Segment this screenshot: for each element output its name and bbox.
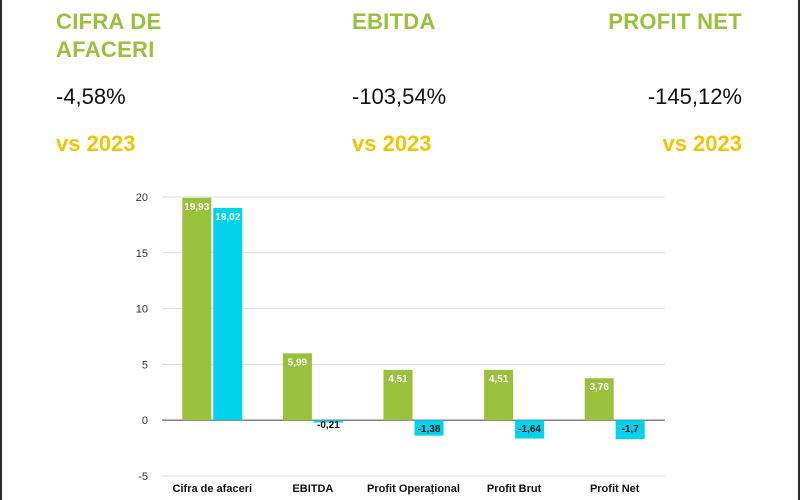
data-label: 4,51 [388,374,408,385]
y-tick-label: 15 [136,248,148,260]
y-tick-label: 10 [136,304,148,316]
data-label: 19,93 [184,202,209,213]
kpi-revenue-comparison: vs 2023 [56,131,136,156]
data-label: 19,02 [215,212,240,223]
left-border [0,0,2,500]
bar-green [484,369,514,421]
kpi-revenue-title: CIFRA DE AFACERI [56,8,161,64]
bar-cyan [313,420,343,423]
x-tick-label: Profit Net [590,483,640,495]
kpi-revenue-title-line1: CIFRA DE [56,9,162,34]
kpi-net-profit-value: -145,12% [647,84,742,109]
bar-green [182,197,212,421]
x-tick-label: Profit Brut [487,483,542,495]
kpi-revenue: CIFRA DE AFACERI -4,58% vs 2023 [0,0,800,160]
data-label: -0,21 [317,420,340,431]
bar-green [584,378,614,421]
kpi-ebitda-comparison: vs 2023 [352,131,432,156]
bar-cyan [515,420,545,439]
data-label: -1,7 [622,424,640,435]
data-label: 3,76 [589,382,609,393]
kpi-net-profit: PROFIT NET -145,12% vs 2023 [0,0,800,160]
y-tick-label: 0 [142,415,148,427]
x-tick-label: Profit Operațional [367,483,460,495]
data-label: 5,99 [288,357,308,368]
bar-cyan [213,207,243,421]
data-label: -1,64 [518,424,541,435]
kpi-net-profit-comparison: vs 2023 [662,131,742,156]
bar-green [383,369,413,421]
kpi-revenue-value: -4,58% [56,84,126,109]
bar-cyan [615,420,645,440]
y-tick-label: 20 [136,192,148,204]
x-tick-label: EBITDA [292,483,333,495]
kpi-ebitda-title: EBITDA [352,9,436,34]
y-tick-label: -5 [138,471,148,483]
bar-cyan [414,420,444,436]
data-label: -1,38 [418,424,441,435]
y-tick-label: 5 [142,359,148,371]
kpi-ebitda: EBITDA -103,54% vs 2023 [0,0,800,160]
kpi-revenue-title-line2: AFACERI [56,37,155,62]
right-border [798,0,800,500]
bar-green [282,353,312,421]
kpi-ebitda-value: -103,54% [352,84,447,109]
kpi-net-profit-title: PROFIT NET [608,9,742,34]
data-label: 4,51 [489,374,509,385]
x-tick-label: Cifra de afaceri [173,483,252,495]
